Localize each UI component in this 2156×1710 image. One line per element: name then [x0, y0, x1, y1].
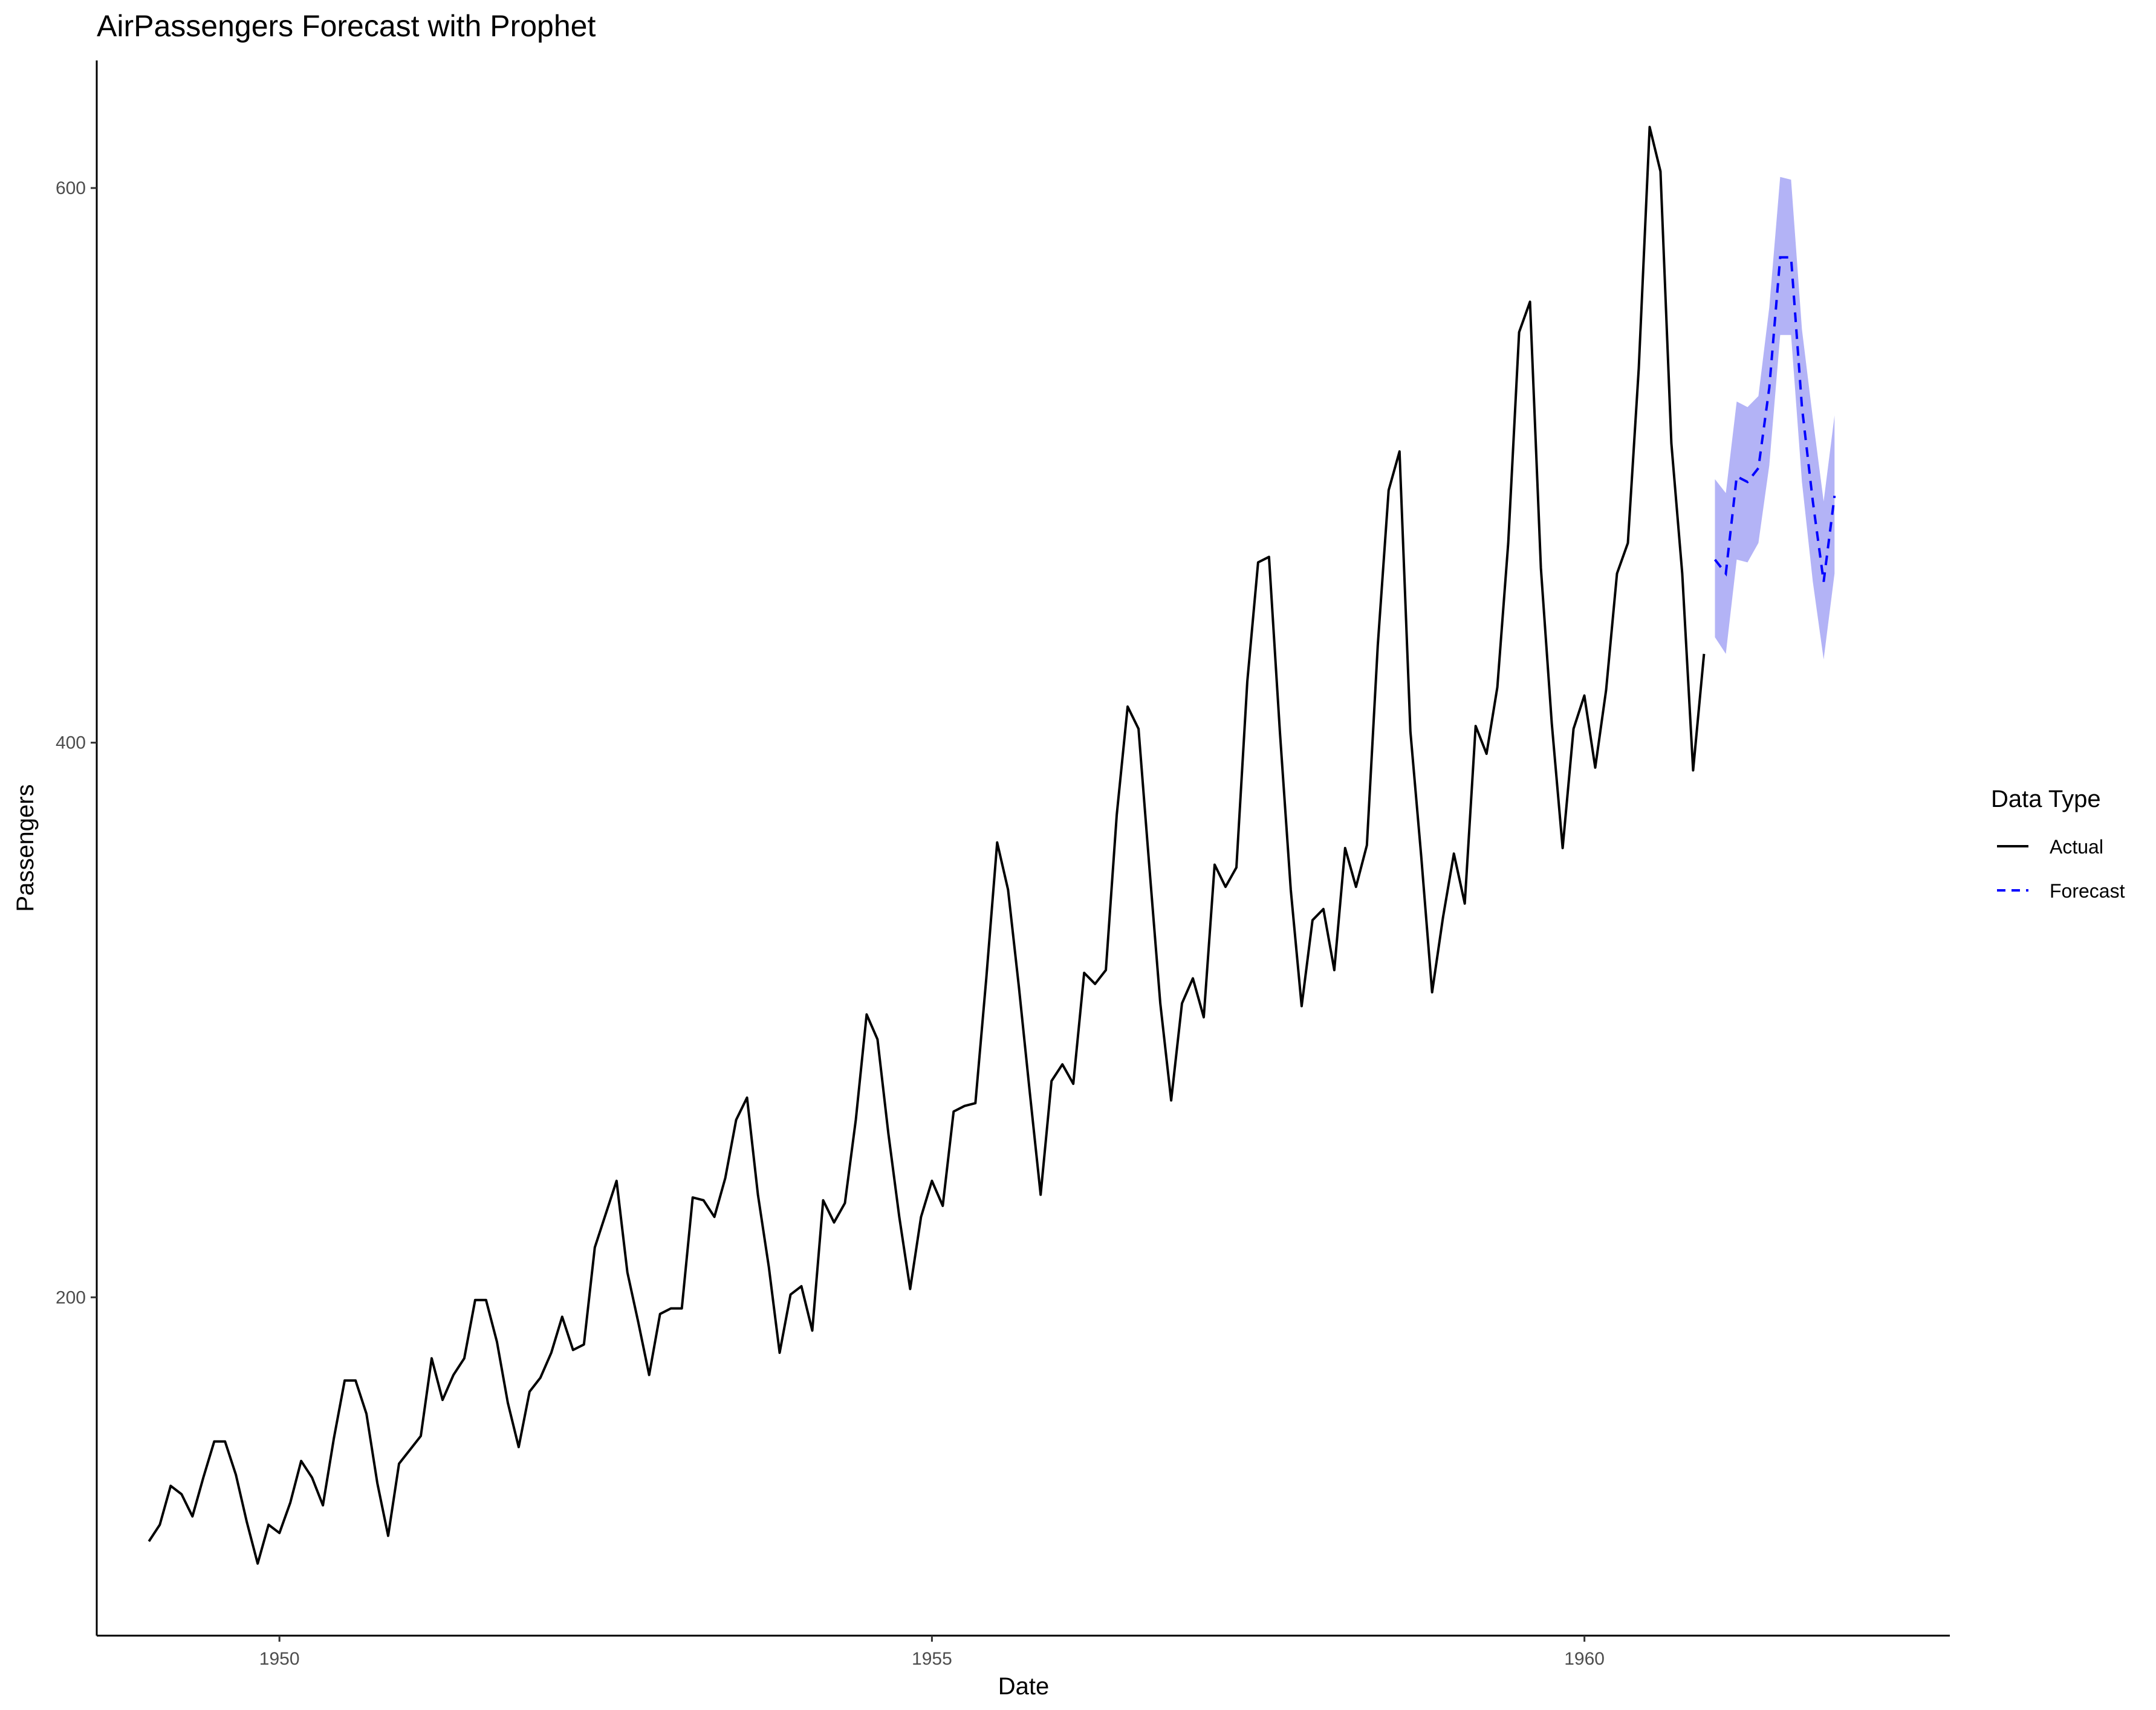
legend-title: Data Type [1991, 786, 2101, 812]
actual-series-line [148, 126, 1706, 1565]
y-tick-label: 200 [56, 1287, 86, 1307]
legend: Data Type Actual Forecast [1991, 786, 2125, 902]
legend-forecast-label: Forecast [2050, 880, 2125, 902]
y-tick-label: 600 [56, 178, 86, 198]
y-tick-label: 400 [56, 733, 86, 753]
x-tick-label: 1950 [259, 1649, 300, 1669]
chart-title: AirPassengers Forecast with Prophet [97, 9, 596, 43]
x-tick-label: 1955 [912, 1649, 952, 1669]
forecast-series-line [1713, 256, 1836, 582]
plot-area [148, 126, 1836, 1565]
x-tick-label: 1960 [1564, 1649, 1605, 1669]
y-axis-ticks: 200 400 600 [56, 178, 97, 1307]
legend-actual-label: Actual [2050, 836, 2103, 858]
x-axis-ticks: 1950 1955 1960 [259, 1636, 1605, 1669]
x-axis-title: Date [998, 1673, 1050, 1700]
forecast-interval-band [1715, 177, 1835, 659]
y-axis-title: Passengers [12, 784, 39, 912]
